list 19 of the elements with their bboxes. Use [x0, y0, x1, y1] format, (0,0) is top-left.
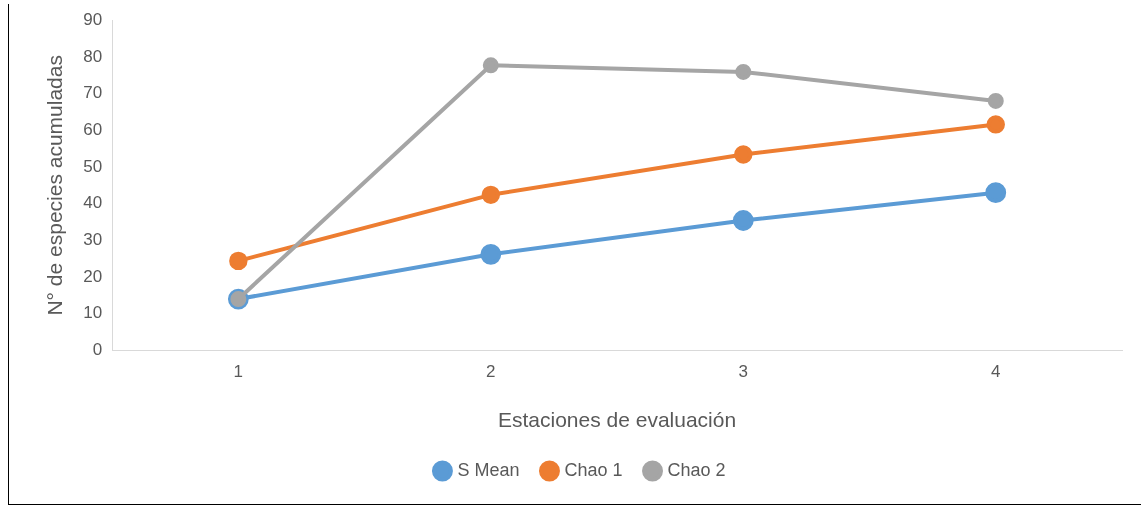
- x-axis-title: Estaciones de evaluación: [497, 408, 737, 432]
- y-tick-label: 30: [83, 230, 103, 250]
- legend-label: Chao 1: [564, 459, 623, 480]
- y-tick-label: 70: [83, 83, 103, 103]
- x-tick-label: 3: [738, 362, 749, 382]
- x-tick-label: 4: [991, 362, 1001, 382]
- x-tick-label: 1: [233, 362, 244, 382]
- y-tick-label: 40: [83, 193, 103, 213]
- y-tick-label: 0: [92, 340, 103, 360]
- legend-label: Chao 2: [667, 459, 726, 480]
- legend-label: S Mean: [457, 459, 520, 480]
- y-tick-label: 80: [83, 46, 103, 66]
- y-tick-label: 20: [83, 266, 103, 286]
- y-tick-label: 10: [83, 303, 103, 323]
- y-tick-label: 90: [83, 9, 103, 29]
- y-tick-label: 60: [83, 119, 103, 139]
- y-axis-title: N° de especies acumuladas: [43, 55, 67, 316]
- x-tick-label: 2: [486, 362, 496, 382]
- y-tick-label: 50: [83, 156, 103, 176]
